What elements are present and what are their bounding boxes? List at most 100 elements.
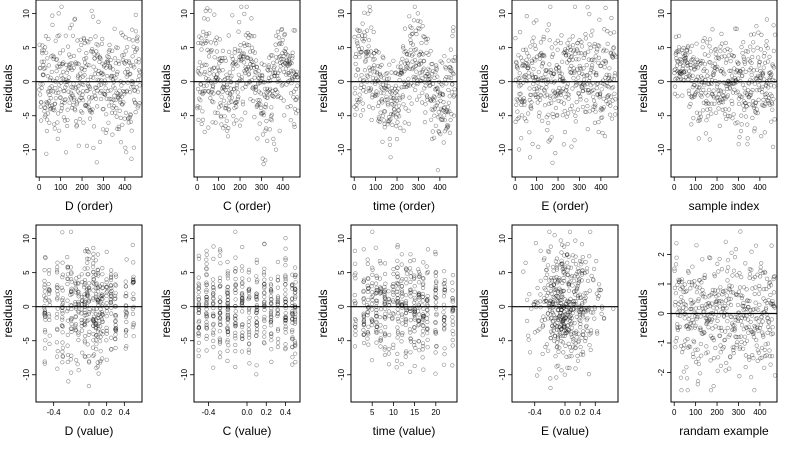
data-point (420, 328, 426, 334)
data-point (374, 76, 379, 81)
data-point (360, 37, 365, 42)
data-point (672, 70, 677, 76)
data-point (243, 110, 248, 115)
data-point (120, 122, 125, 127)
data-point (588, 70, 593, 75)
data-point (225, 128, 230, 133)
data-point (675, 77, 681, 82)
data-point (729, 73, 735, 78)
data-point (559, 33, 564, 38)
data-point (108, 283, 113, 288)
data-point (546, 120, 551, 126)
x-tick-label: 0 (513, 183, 518, 192)
data-point (379, 97, 384, 102)
data-point (256, 68, 261, 74)
data-point (371, 29, 376, 35)
data-point (686, 73, 691, 78)
data-point (692, 67, 697, 72)
data-point (105, 54, 110, 59)
data-point (82, 56, 87, 62)
data-point (586, 49, 591, 54)
data-point (611, 45, 616, 50)
data-point (94, 306, 99, 312)
data-point (690, 84, 695, 90)
data-point (522, 74, 527, 79)
data-point (105, 60, 110, 65)
data-point (608, 103, 613, 108)
data-point (607, 112, 613, 117)
data-point (757, 274, 763, 279)
data-point (522, 102, 527, 107)
data-point (386, 309, 392, 314)
data-point (41, 62, 46, 68)
data-point (263, 94, 268, 99)
data-point (69, 316, 74, 322)
data-point (90, 345, 95, 350)
data-point (767, 327, 772, 333)
data-point (257, 97, 262, 103)
data-point (222, 114, 227, 119)
data-point (44, 117, 50, 122)
data-point (92, 90, 97, 95)
data-point (431, 107, 436, 113)
data-point (266, 64, 271, 69)
data-point (223, 105, 228, 111)
data-point (744, 92, 750, 97)
data-point (57, 61, 62, 66)
data-point (354, 102, 359, 108)
data-point (246, 319, 251, 324)
data-point (375, 71, 380, 76)
data-point (759, 70, 764, 75)
data-point (758, 322, 764, 328)
data-point (537, 110, 542, 115)
data-point (50, 89, 56, 94)
data-point (80, 110, 85, 115)
data-point (236, 94, 241, 100)
data-point (59, 73, 64, 78)
data-point (749, 72, 754, 77)
data-point (442, 346, 447, 351)
data-point (377, 315, 383, 320)
data-point (739, 113, 744, 118)
data-point (395, 286, 400, 291)
data-point (521, 96, 527, 101)
data-point (275, 344, 281, 350)
data-point (114, 90, 119, 95)
data-point (55, 260, 60, 265)
data-point (257, 76, 262, 81)
data-point (264, 126, 269, 131)
data-point (610, 98, 615, 103)
data-point (38, 65, 43, 70)
data-point (292, 124, 297, 129)
data-point (558, 89, 563, 95)
data-point (449, 111, 454, 117)
data-point (693, 91, 698, 96)
data-point (110, 77, 115, 82)
data-point (391, 292, 396, 297)
data-point (44, 102, 49, 107)
data-point (283, 236, 288, 241)
data-point (257, 73, 263, 78)
data-point (274, 48, 279, 53)
data-point (371, 57, 376, 62)
data-point (98, 311, 103, 316)
data-point (516, 76, 521, 81)
data-point (707, 59, 712, 65)
data-point (274, 55, 279, 60)
data-point (383, 72, 388, 77)
data-point (759, 86, 764, 91)
data-point (97, 284, 103, 289)
data-point (67, 63, 72, 68)
y-tick-label: 0 (657, 311, 666, 316)
data-point (612, 73, 617, 78)
data-point (197, 34, 202, 39)
data-point (547, 137, 553, 142)
data-point (571, 76, 576, 81)
data-point (742, 107, 747, 112)
data-point (284, 57, 290, 62)
data-point (281, 54, 286, 59)
data-point (761, 65, 766, 70)
data-point (719, 54, 724, 59)
y-tick-label: 0 (22, 304, 31, 309)
data-point (52, 101, 57, 107)
